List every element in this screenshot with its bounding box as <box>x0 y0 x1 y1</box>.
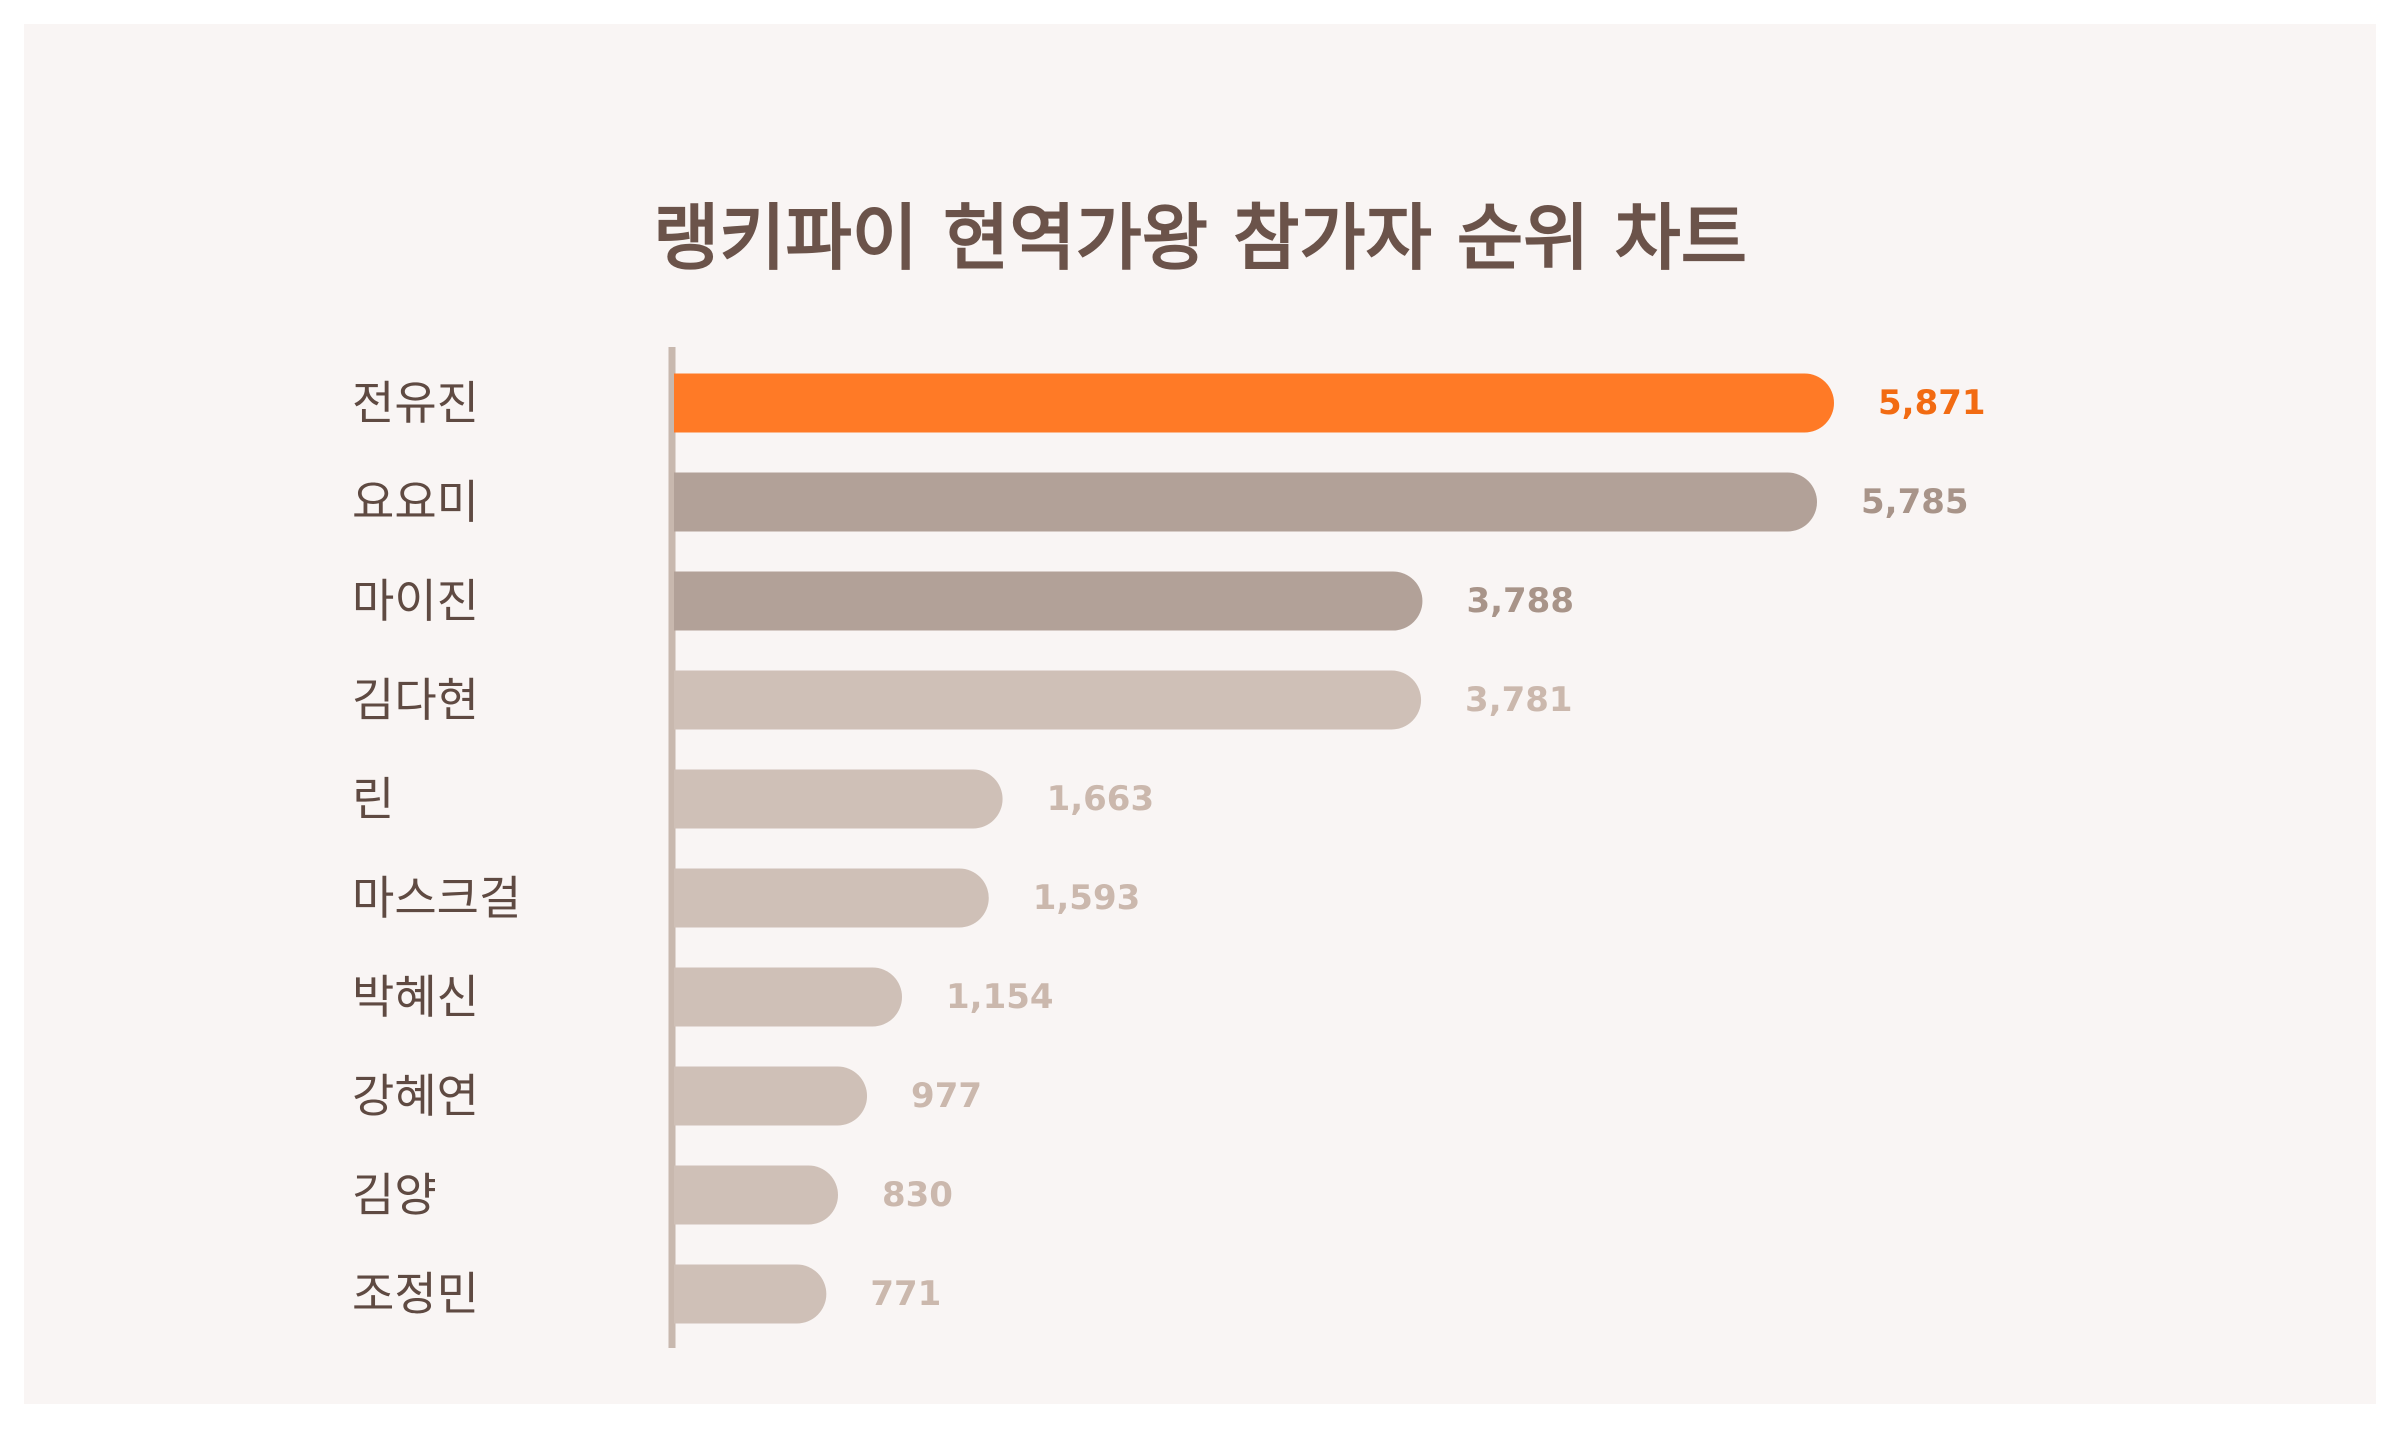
bar-4 <box>674 670 1422 730</box>
category-label: 김양 <box>352 1168 437 1222</box>
data-label: 830 <box>882 1175 953 1215</box>
data-label: 5,785 <box>1861 482 1969 522</box>
data-label: 1,593 <box>1033 878 1141 918</box>
bar-3 <box>674 571 1423 631</box>
category-label: 요요미 <box>352 475 479 529</box>
bar-1 <box>674 373 1834 433</box>
bar-chart: 전유진 5,871 요요미 5,785 마이진 3,788 김다현 3,781 린 1,663 마스… <box>352 347 1986 1348</box>
data-label: 5,871 <box>1878 383 1986 423</box>
category-label: 전유진 <box>352 376 479 430</box>
category-label: 박혜신 <box>352 970 479 1024</box>
bar-10 <box>674 1264 827 1324</box>
category-label: 조정민 <box>352 1267 479 1321</box>
data-label: 771 <box>870 1274 941 1314</box>
category-label: 강혜연 <box>352 1069 479 1123</box>
category-label: 마스크걸 <box>352 871 521 925</box>
chart-title: 랭키파이 현역가왕 참가자 순위 차트 <box>653 196 1747 280</box>
bar-2 <box>674 472 1818 532</box>
category-label: 마이진 <box>352 574 479 628</box>
data-label: 1,154 <box>946 977 1054 1017</box>
data-label: 3,788 <box>1466 581 1574 621</box>
bar-8 <box>674 1066 868 1126</box>
bar-5 <box>674 769 1003 829</box>
data-label: 1,663 <box>1047 779 1155 819</box>
data-label: 3,781 <box>1465 680 1573 720</box>
category-label: 김다현 <box>352 673 479 727</box>
data-label: 977 <box>911 1076 982 1116</box>
bar-9 <box>674 1165 838 1225</box>
bar-7 <box>674 967 903 1027</box>
bar-6 <box>674 868 989 928</box>
chart-card: 랭키파이 현역가왕 참가자 순위 차트 전유진 5,871 요요미 5,785 마이진 3… <box>24 24 2376 1404</box>
category-label: 린 <box>352 772 394 826</box>
